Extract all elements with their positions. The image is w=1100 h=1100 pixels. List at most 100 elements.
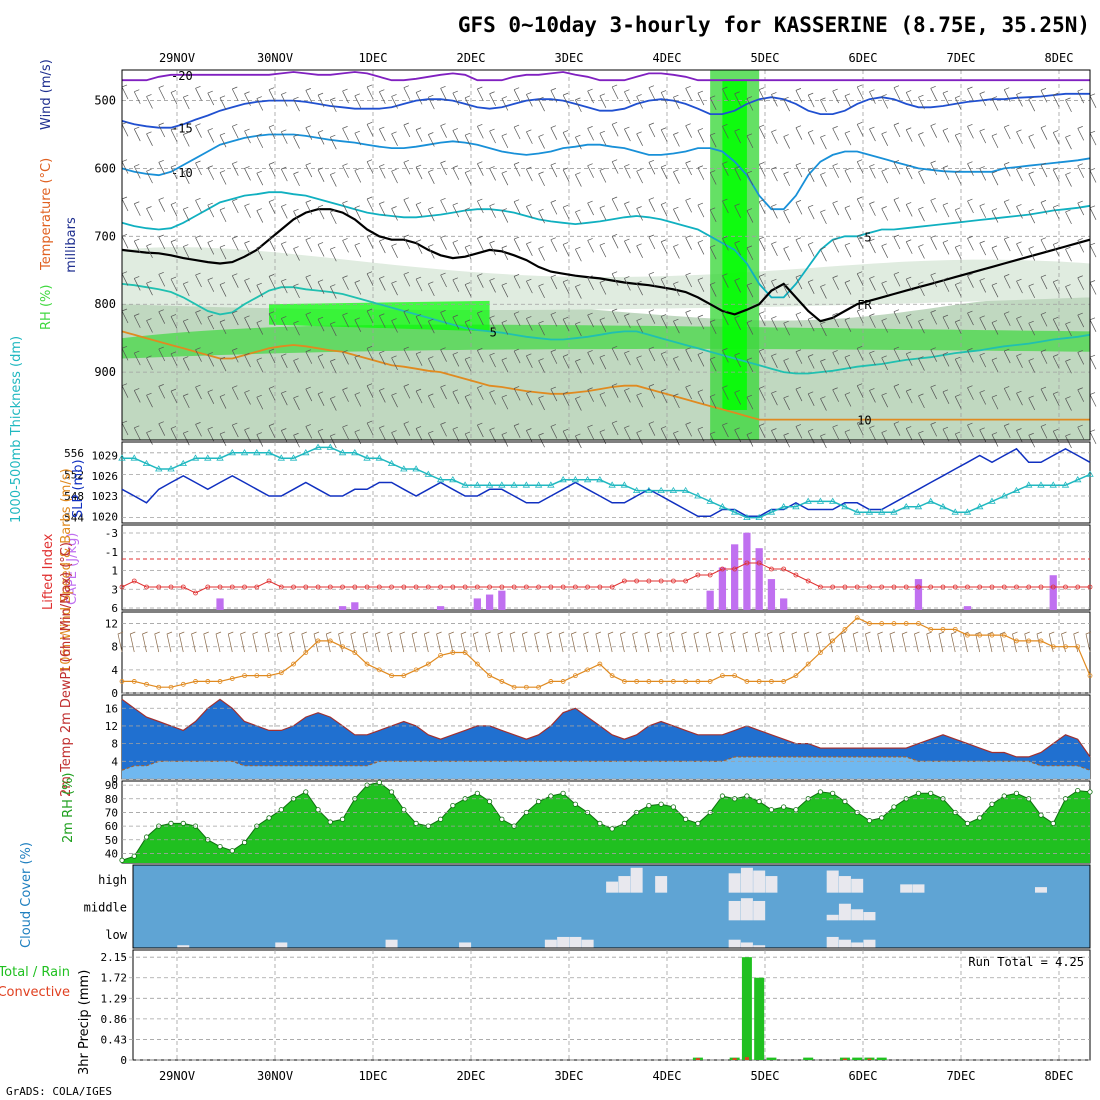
wind-barb	[158, 421, 166, 436]
wind-barb	[366, 383, 374, 398]
wind10-marker	[548, 679, 554, 684]
wind10-barb	[154, 631, 160, 653]
wind-barb	[844, 93, 852, 108]
wind-barb	[133, 126, 141, 142]
wind-barb	[599, 205, 607, 220]
thickness-marker	[841, 503, 849, 510]
wind-barb	[967, 86, 974, 102]
wind-barb	[881, 280, 889, 296]
cape-bar	[498, 590, 506, 610]
wind-barb	[991, 133, 999, 149]
cape-ytick: 3	[111, 583, 118, 596]
cape-ytick: -3	[105, 527, 118, 540]
wind-barb	[158, 346, 166, 362]
wind-barb	[844, 242, 852, 258]
wind-barb	[783, 171, 790, 187]
wind-barb	[746, 245, 754, 261]
wind-barb	[305, 349, 313, 364]
thick-ylabel-group: 1000-500mb Thickness (dm)	[9, 336, 24, 523]
upper-ytick-label: 500	[94, 94, 116, 108]
thickness-marker	[669, 486, 678, 493]
li-marker	[1063, 584, 1068, 590]
wind-barb	[636, 355, 643, 371]
wind-barb	[954, 207, 962, 223]
upper-ytick-label: 800	[94, 297, 116, 311]
wind-barb	[807, 391, 815, 406]
wind-barb	[832, 238, 839, 253]
wind-barb	[1016, 92, 1023, 107]
wind10-barb	[166, 631, 173, 653]
wind10-barb	[865, 631, 871, 653]
wind-barb	[636, 206, 643, 221]
ylabel-wind10: 10m Wind Speed & Barbs (m/s)	[59, 468, 74, 673]
thickness-marker	[718, 503, 727, 510]
isotherm-label: -20	[171, 69, 193, 83]
wind-barb	[771, 92, 778, 107]
wind-barb	[182, 169, 190, 184]
wind-ytick: 0	[111, 687, 118, 700]
wind-barb	[501, 245, 509, 261]
li-marker	[720, 566, 725, 572]
wind-barb	[709, 132, 717, 148]
bottom-date-label: 1DEC	[359, 1069, 388, 1083]
thickness-marker	[853, 508, 861, 515]
wind-barb	[1028, 171, 1036, 187]
wind-barb	[464, 244, 472, 260]
wind-barb	[550, 274, 558, 290]
wind-barb	[293, 134, 300, 149]
wind10-barb	[583, 631, 589, 653]
wind-barb	[636, 131, 643, 146]
wind-barb	[832, 163, 839, 178]
wind-barb	[207, 165, 215, 180]
wind-barb	[195, 347, 202, 362]
wind10-marker	[229, 676, 235, 681]
wind-barb	[1040, 274, 1048, 290]
wind-barb	[722, 124, 729, 139]
wind-barb	[807, 130, 815, 145]
wind-barb	[734, 315, 741, 330]
wind-barb	[893, 384, 901, 399]
wind-barb	[280, 166, 288, 182]
wind-barb	[648, 346, 656, 362]
wind-barb	[722, 161, 729, 176]
wind10-barb	[767, 631, 773, 653]
li-marker	[131, 578, 137, 584]
wind-barb	[844, 392, 852, 407]
wind-barb	[905, 426, 913, 441]
wind-barb	[379, 238, 386, 254]
wind-barb	[795, 125, 803, 140]
panel-precip: 0 0.43 0.86 1.29 1.72 2.15 Run Total = 4.25 3hr…	[0, 949, 1091, 1075]
cape-bar	[473, 598, 481, 610]
wind-barb	[709, 170, 717, 185]
precip-bar	[741, 957, 752, 1060]
wind10-barb	[779, 631, 785, 653]
wind-barb	[268, 311, 276, 326]
panel-upper-air: 500 600 700 800 900 -20 -15 -10 -5 FR 5 10 RH (%) Tem…	[39, 59, 1097, 449]
wind-barb	[991, 357, 999, 373]
wind-barb	[513, 274, 521, 289]
wind-barb	[1052, 354, 1060, 369]
wind-barb	[832, 424, 839, 440]
cape-ylabel-group: Lifted Index	[41, 533, 56, 610]
wind-barb	[979, 203, 987, 218]
wind-barb	[133, 350, 141, 366]
panel-cloud: high middle low Cloud Cover (%)	[19, 842, 1091, 949]
cape-bar	[216, 598, 224, 610]
wind-barb	[599, 354, 607, 370]
precip-ytick: 2.15	[101, 951, 128, 964]
upper-ytick-label: 600	[94, 161, 116, 175]
wind-barb	[856, 383, 864, 398]
wind10-marker	[965, 632, 970, 638]
thickness-ytick: 552	[64, 468, 84, 481]
thickness-marker	[130, 454, 138, 461]
rh2m-marker	[437, 816, 444, 822]
wind-barb	[869, 350, 876, 366]
wind10-barb	[289, 631, 295, 653]
rh2m-marker	[719, 793, 726, 799]
wind-barb	[550, 162, 558, 178]
wind-barb	[452, 240, 460, 255]
wind-barb	[158, 272, 166, 287]
wind-barb	[918, 356, 925, 371]
cloud-cell-high	[630, 867, 643, 893]
